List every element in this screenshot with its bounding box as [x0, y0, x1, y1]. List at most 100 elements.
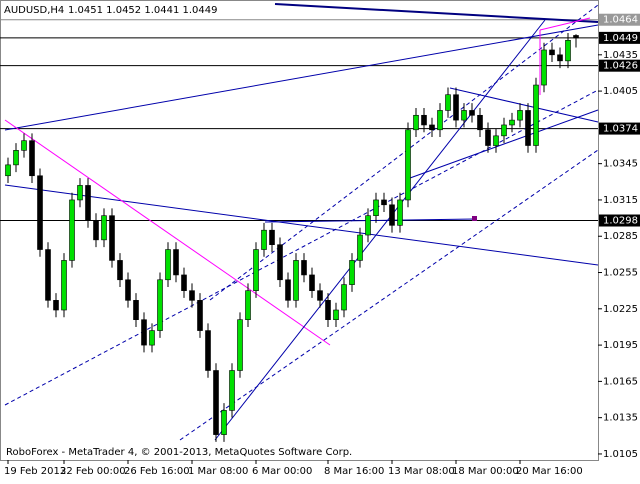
y-tick-label: 1.0105: [603, 449, 638, 460]
candle-body: [445, 94, 451, 111]
y-tick-label: 1.0285: [603, 231, 638, 242]
trendline: [539, 17, 591, 31]
candle-body: [197, 300, 203, 331]
candle-body: [237, 319, 243, 371]
candle-body: [301, 260, 307, 276]
trendline: [449, 87, 599, 123]
candle-body: [173, 249, 179, 276]
candle-body: [397, 199, 403, 226]
candle-body: [189, 290, 195, 301]
x-tick-label: 8 Mar 16:00: [324, 466, 384, 477]
candle-body: [245, 290, 251, 320]
candle-body: [29, 140, 35, 177]
candle-body: [77, 185, 83, 201]
candle-body: [429, 124, 435, 131]
candle-body: [437, 110, 443, 131]
candle-body: [181, 274, 187, 291]
candle-body: [325, 300, 331, 320]
x-tick-label: 6 Mar 00:00: [252, 466, 312, 477]
candle-body: [5, 164, 11, 177]
trendline: [4, 24, 599, 131]
anchor: [472, 216, 477, 221]
symbol-title: AUDUSD,H4: [4, 5, 64, 16]
level-box: [599, 59, 640, 72]
candle-body: [405, 129, 411, 201]
candle-body: [549, 49, 555, 56]
candle-body: [133, 300, 139, 320]
candle-body: [309, 274, 315, 291]
x-tick-label: 22 Feb 00:00: [60, 466, 126, 477]
y-tick-label: 1.0435: [603, 50, 638, 61]
candle-body: [213, 370, 219, 435]
candle-body: [229, 370, 235, 411]
ohlc-label: 1.0451 1.0452 1.0441 1.0449: [68, 5, 218, 16]
candle-body: [525, 110, 531, 146]
candle-body: [37, 175, 43, 250]
candle-body: [221, 410, 227, 435]
y-tick-label: 1.0315: [603, 195, 638, 206]
candle-body: [277, 244, 283, 281]
y-tick-label: 1.0345: [603, 159, 638, 170]
trendline: [209, 4, 599, 301]
candle-body: [461, 110, 467, 121]
candle-body: [493, 135, 499, 146]
y-tick-label: 1.0165: [603, 376, 638, 387]
candle-body: [117, 260, 123, 281]
candle-body: [261, 229, 267, 250]
x-tick-label: 19 Feb 2013: [4, 466, 66, 477]
trendline: [274, 3, 599, 23]
candle-body: [573, 35, 579, 39]
level-box: [599, 31, 640, 44]
x-tick-label: 13 Mar 08:00: [388, 466, 455, 477]
candle-body: [53, 300, 59, 311]
candle-body: [61, 260, 67, 311]
candle-body: [365, 215, 371, 236]
plot-frame: [0, 0, 599, 461]
y-tick-label: 1.0255: [603, 268, 638, 279]
candle-body: [101, 215, 107, 241]
candle-body: [157, 279, 163, 331]
candle-body: [349, 260, 355, 285]
candle-body: [517, 110, 523, 121]
candle-body: [469, 110, 475, 116]
trendline: [179, 149, 599, 441]
level-box: [599, 214, 640, 227]
x-tick-label: 1 Mar 08:00: [188, 466, 248, 477]
candle-body: [293, 260, 299, 301]
trendline: [409, 109, 599, 179]
candle-body: [85, 185, 91, 221]
candle-body: [565, 39, 571, 62]
candle-body: [69, 199, 75, 261]
candle-body: [165, 249, 171, 281]
candle-body: [453, 94, 459, 121]
candle-body: [501, 124, 507, 137]
level-box: [599, 13, 640, 26]
candle-body: [93, 220, 99, 241]
candle-body: [21, 140, 27, 151]
candle-body: [541, 49, 547, 86]
candle-body: [141, 319, 147, 346]
level-label: 1.0298: [603, 216, 638, 227]
candle-body: [413, 114, 419, 131]
candle-body: [389, 204, 395, 226]
level-label: 1.0374: [603, 124, 638, 135]
candle-body: [285, 279, 291, 301]
y-tick-label: 1.0405: [603, 86, 638, 97]
candle-body: [45, 249, 51, 301]
candle-body: [477, 114, 483, 131]
candle-body: [205, 330, 211, 371]
candle-body: [341, 284, 347, 311]
candle-body: [333, 309, 339, 320]
candle-body: [557, 54, 563, 62]
level-box: [599, 122, 640, 135]
candle-body: [149, 330, 155, 346]
level-label: 1.0464: [603, 15, 638, 26]
footer: RoboForex - MetaTrader 4, © 2001-2013, M…: [6, 447, 352, 458]
level-label: 1.0449: [603, 33, 638, 44]
candle-body: [269, 229, 275, 246]
level-label: 1.0426: [603, 61, 638, 72]
x-tick-label: 20 Mar 16:00: [516, 466, 583, 477]
y-tick-label: 1.0195: [603, 340, 638, 351]
